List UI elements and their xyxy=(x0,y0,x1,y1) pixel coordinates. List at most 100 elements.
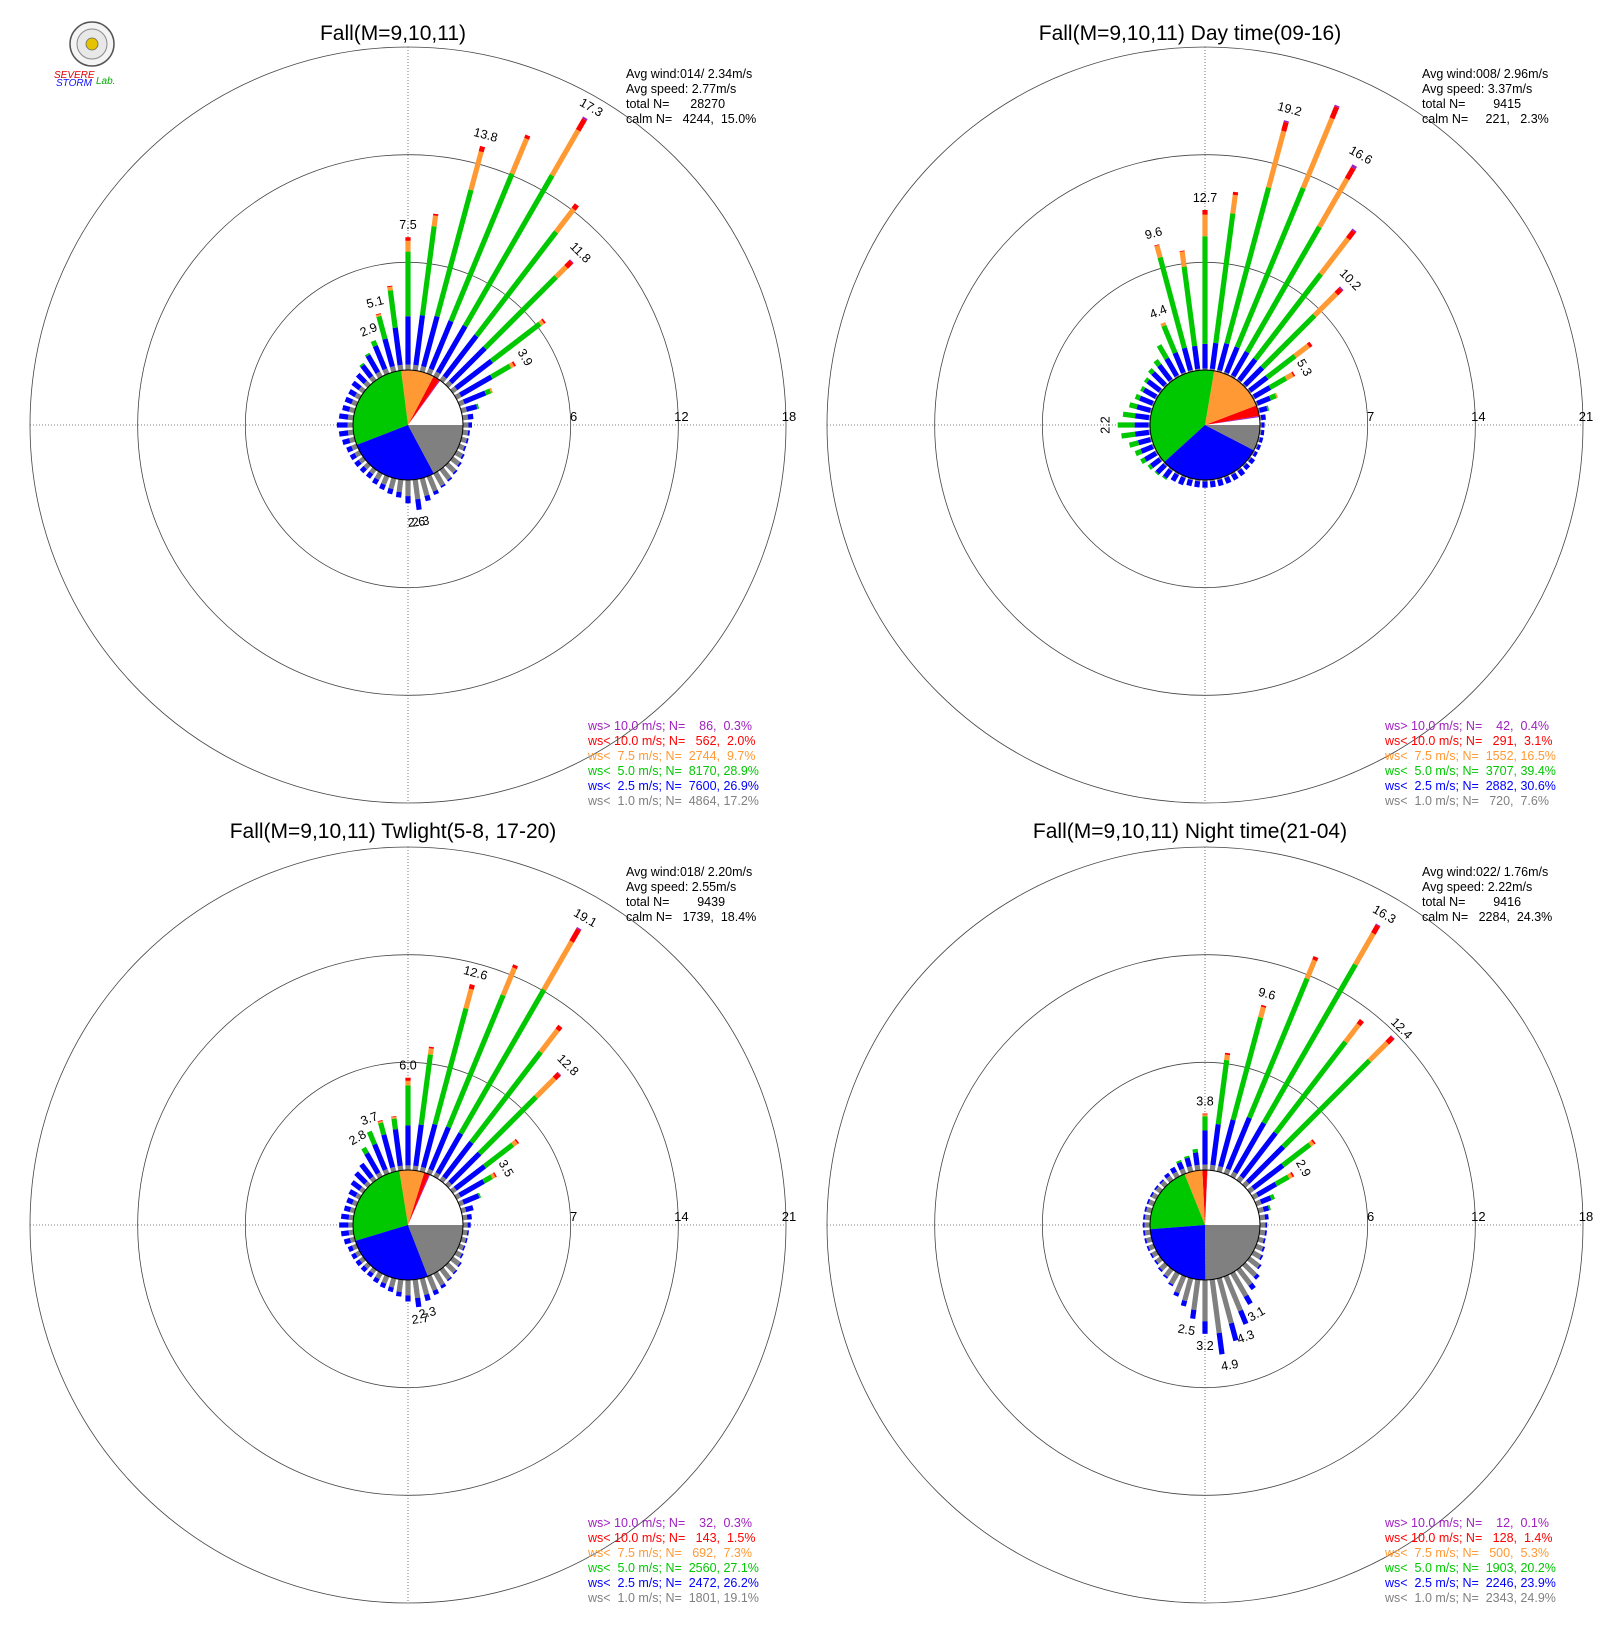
bar-segment xyxy=(1128,440,1140,448)
bar-segment xyxy=(1230,194,1238,214)
bar-segment xyxy=(1256,444,1262,451)
bar-segment xyxy=(462,429,469,436)
bar-segment xyxy=(489,321,542,363)
bar-segment xyxy=(1262,1238,1266,1244)
ring-label: 14 xyxy=(674,1209,688,1224)
bar-segment xyxy=(1159,1262,1168,1271)
bar-segment xyxy=(372,345,388,371)
legend-entry: ws< 10.0 m/s; N= 562, 2.0% xyxy=(587,734,755,748)
bar-segment xyxy=(432,489,439,495)
bar-segment xyxy=(433,471,445,487)
bar-segment xyxy=(1251,394,1256,400)
bar-segment xyxy=(1260,429,1265,436)
bar-segment xyxy=(405,1077,411,1081)
legend-entry: ws< 5.0 m/s; N= 8170, 28.9% xyxy=(587,764,759,778)
bar-segment xyxy=(434,189,474,318)
bar-segment xyxy=(557,1071,562,1076)
bar-segment xyxy=(1287,1172,1293,1180)
bar-segment xyxy=(452,1269,458,1275)
bar-segment xyxy=(419,366,427,373)
bar-segment xyxy=(1192,1152,1200,1166)
bar-segment xyxy=(469,1050,543,1144)
bar-segment xyxy=(1312,956,1319,962)
pie-slice-calm xyxy=(408,380,463,425)
bar-segment xyxy=(364,1152,381,1175)
bar-segment xyxy=(1237,357,1258,382)
bar-segment xyxy=(1157,256,1187,349)
bar-segment xyxy=(1202,1280,1208,1322)
bar-segment xyxy=(459,1253,464,1259)
legend-entry: ws< 10.0 m/s; N= 291, 3.1% xyxy=(1384,734,1552,748)
bar-segment xyxy=(349,406,356,414)
bar-segment xyxy=(569,259,574,264)
bar-segment xyxy=(1147,463,1154,470)
bar-segment xyxy=(1312,291,1339,318)
bar-segment xyxy=(392,327,403,366)
bar-segment xyxy=(1174,471,1180,476)
bar-segment xyxy=(369,1176,377,1183)
bar-segment xyxy=(346,445,354,453)
bar-segment xyxy=(1181,266,1198,347)
bar-segment xyxy=(381,1274,390,1284)
bar-segment xyxy=(424,1293,431,1302)
bar-segment xyxy=(1269,1194,1275,1201)
bar-segment xyxy=(564,259,574,269)
bar-segment xyxy=(370,340,378,347)
bar-segment xyxy=(1149,1191,1154,1198)
ring-label: 7 xyxy=(570,1209,577,1224)
bar-segment xyxy=(355,372,368,385)
bar-segment xyxy=(405,240,411,252)
bar-segment xyxy=(343,1205,352,1213)
bar-segment xyxy=(348,1222,353,1228)
bar-segment xyxy=(512,964,518,970)
bar-segment xyxy=(466,1214,472,1220)
bar-segment xyxy=(468,151,484,191)
bar-segment xyxy=(1230,1271,1249,1298)
bar-segment xyxy=(465,438,469,444)
bar-segment xyxy=(1283,120,1289,123)
bar-segment xyxy=(1343,1023,1361,1044)
bar-segment xyxy=(339,1222,349,1228)
bar-segment xyxy=(445,462,457,474)
bar-segment xyxy=(462,1214,468,1221)
bar-segment xyxy=(1247,388,1252,394)
legend-entry: ws> 10.0 m/s; N= 12, 0.1% xyxy=(1384,1516,1549,1530)
bar-segment xyxy=(1122,411,1136,419)
bar-segment xyxy=(361,1146,369,1155)
bar-segment xyxy=(1159,1179,1165,1185)
bar-segment xyxy=(412,479,421,500)
bar-segment xyxy=(1156,344,1169,360)
bar-segment xyxy=(1234,187,1306,349)
bar-segment xyxy=(1311,1139,1316,1145)
bar-segment xyxy=(1260,1222,1266,1228)
bar-segment xyxy=(387,290,398,329)
bar-segment xyxy=(336,422,348,428)
bar-segment xyxy=(538,319,545,326)
wind-rose-panel-4: 6 12 183.89.616.312.42.93.14.34.93.22.5Fal… xyxy=(826,820,1593,1605)
bar-segment xyxy=(468,984,475,990)
bar-segment xyxy=(511,1139,518,1147)
bar-segment xyxy=(1154,450,1159,456)
legend-entry: ws< 1.0 m/s; N= 2343, 24.9% xyxy=(1384,1591,1556,1605)
bar-segment xyxy=(446,1276,452,1282)
bar-segment xyxy=(338,413,349,420)
bar-segment xyxy=(1182,1277,1194,1302)
bar-segment xyxy=(454,358,494,391)
bar-segment xyxy=(1225,1116,1252,1171)
bar-segment xyxy=(340,1230,350,1237)
legend-entry: ws> 10.0 m/s; N= 42, 0.4% xyxy=(1384,719,1549,733)
bar-segment xyxy=(1140,386,1146,393)
bar-segment xyxy=(1164,1172,1171,1179)
bar-segment xyxy=(1146,1245,1151,1252)
bar-segment xyxy=(1257,1206,1264,1214)
bar-segment xyxy=(453,1164,487,1191)
bar-segment xyxy=(1216,1166,1224,1173)
bar-segment xyxy=(1143,377,1150,384)
bar-segment xyxy=(467,430,470,436)
bar-segment xyxy=(1186,1166,1194,1173)
bar-segment xyxy=(1190,1309,1197,1319)
bar-segment xyxy=(1351,164,1357,170)
bar-segment xyxy=(1209,1279,1222,1334)
bar-segment xyxy=(1176,1161,1185,1171)
bar-segment xyxy=(412,1165,419,1171)
